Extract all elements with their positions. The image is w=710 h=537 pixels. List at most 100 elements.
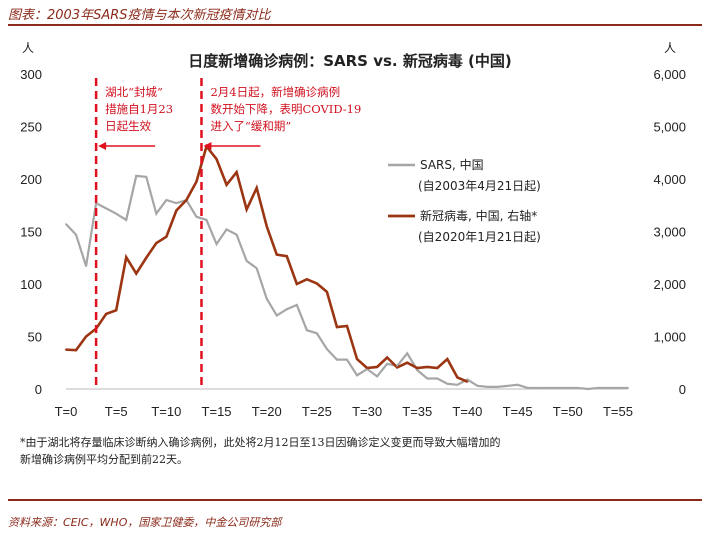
covid-data-point — [105, 312, 108, 315]
sars-data-point — [215, 243, 218, 246]
covid-data-point — [346, 325, 348, 327]
sars-data-point — [486, 386, 489, 388]
annotation-arrowhead — [203, 142, 212, 150]
sars-data-point — [235, 233, 238, 236]
footnote-line: *由于湖北将存量临床诊断纳入确诊病例，此处将2月12日至13日因确诊定义变更而导… — [20, 436, 501, 449]
sars-data-point — [115, 212, 118, 215]
sars-data-point — [255, 267, 258, 270]
x-axis: T=0 T=5 T=10 T=15 T=20 T=25 T=30 T=35 T=40 T=45 T=… — [55, 404, 633, 419]
x-tick-label: T=15 — [202, 404, 232, 419]
sars-data-point — [125, 219, 128, 221]
covid-data-point — [366, 367, 369, 369]
legend-covid-label: 新冠病毒, 中国, 右轴* — [420, 208, 537, 223]
sars-data-point — [466, 378, 469, 381]
covid-data-point — [466, 380, 469, 383]
sars-data-point — [85, 265, 87, 268]
sars-data-point — [245, 260, 248, 262]
covid-data-point — [135, 272, 138, 275]
left-tick-label: 300 — [20, 67, 42, 82]
covid-data-point — [426, 365, 429, 368]
sars-series-line — [65, 174, 628, 391]
sars-data-point — [105, 207, 108, 210]
sars-data-point — [506, 384, 509, 387]
covid-data-point — [235, 171, 238, 174]
sars-data-point — [225, 228, 228, 231]
annotation-text: 进入了“缓和期” — [210, 119, 291, 133]
annotation-text: 2月4日起，新增确诊病例 — [210, 85, 340, 99]
sars-data-point — [75, 233, 77, 236]
sars-data-point — [617, 387, 619, 389]
sars-data-point — [65, 223, 67, 226]
sars-data-point — [416, 369, 419, 371]
x-tick-label: T=5 — [105, 404, 128, 419]
sars-data-point — [305, 329, 308, 332]
sars-data-point — [326, 348, 328, 350]
x-tick-label: T=45 — [503, 404, 533, 419]
covid-data-point — [155, 242, 158, 245]
covid-data-point — [456, 376, 459, 379]
source-note: 资料来源：CEIC，WHO，国家卫健委，中金公司研究部 — [8, 516, 282, 529]
covid-data-point — [295, 283, 298, 285]
sars-data-point — [496, 386, 499, 388]
legend-sars-label: SARS, 中国 — [420, 157, 484, 172]
footnote-line: 新增确诊病例平均分配到前22天。 — [20, 453, 188, 466]
right-tick-label: 3,000 — [653, 225, 686, 240]
figure-header: 图表：2003年SARS疫情与本次新冠疫情对比 — [8, 8, 271, 23]
left-axis: 0 50 100 150 200 250 300 — [20, 67, 42, 397]
sars-data-point — [356, 374, 358, 377]
covid-data-point — [255, 186, 258, 189]
covid-data-point — [406, 361, 409, 364]
sars-data-point — [396, 365, 399, 367]
covid-data-point — [175, 209, 178, 212]
covid-data-point — [446, 358, 449, 361]
sars-data-point — [536, 387, 539, 389]
sars-data-point — [386, 362, 389, 365]
covid-data-point — [65, 348, 67, 351]
sars-data-point — [346, 358, 348, 361]
x-tick-label: T=10 — [151, 404, 181, 419]
legend-covid-period: (自2020年1月21日起) — [418, 230, 541, 244]
sars-data-point — [627, 387, 629, 389]
right-tick-label: 0 — [679, 382, 686, 397]
right-tick-label: 6,000 — [653, 67, 686, 82]
sars-data-point — [406, 352, 409, 355]
sars-data-point — [175, 202, 178, 205]
sars-data-point — [546, 387, 549, 389]
sars-data-point — [476, 384, 479, 387]
covid-data-point — [396, 366, 399, 369]
sars-data-point — [285, 308, 288, 311]
x-tick-label: T=30 — [352, 404, 382, 419]
left-tick-label: 200 — [20, 172, 42, 187]
sars-data-point — [135, 174, 138, 177]
sars-data-point — [336, 358, 338, 361]
right-tick-label: 4,000 — [653, 172, 686, 187]
covid-data-point — [265, 225, 268, 228]
left-tick-label: 250 — [20, 120, 42, 135]
covid-data-point — [145, 256, 148, 259]
sars-data-point — [526, 387, 529, 389]
x-tick-label: T=40 — [452, 404, 482, 419]
annotation-text: 措施自1月23 — [105, 102, 173, 116]
left-tick-label: 0 — [35, 382, 42, 397]
sars-data-point — [155, 212, 158, 215]
x-tick-label: T=55 — [603, 404, 633, 419]
sars-data-point — [145, 176, 148, 178]
covid-data-point — [335, 326, 338, 329]
covid-data-point — [215, 158, 218, 161]
covid-data-point — [85, 335, 88, 338]
sars-data-point — [436, 377, 439, 380]
annotation-text: 日起生效 — [105, 119, 151, 133]
covid-data-point — [436, 367, 439, 369]
annotation-text: 湖北“封城” — [105, 85, 163, 99]
footnote: *由于湖北将存量临床诊断纳入确诊病例，此处将2月12日至13日因确诊定义变更而导… — [20, 434, 690, 468]
annotation-text: 数开始下降，表明COVID-19 — [210, 102, 361, 116]
covid-data-point — [386, 356, 389, 359]
covid-data-point — [416, 367, 419, 369]
covid-data-point — [285, 255, 288, 258]
covid-data-point — [75, 349, 78, 352]
covid-data-point — [325, 290, 328, 293]
header-rule — [8, 24, 702, 26]
covid-data-point — [275, 253, 278, 256]
sars-data-point — [205, 219, 208, 221]
